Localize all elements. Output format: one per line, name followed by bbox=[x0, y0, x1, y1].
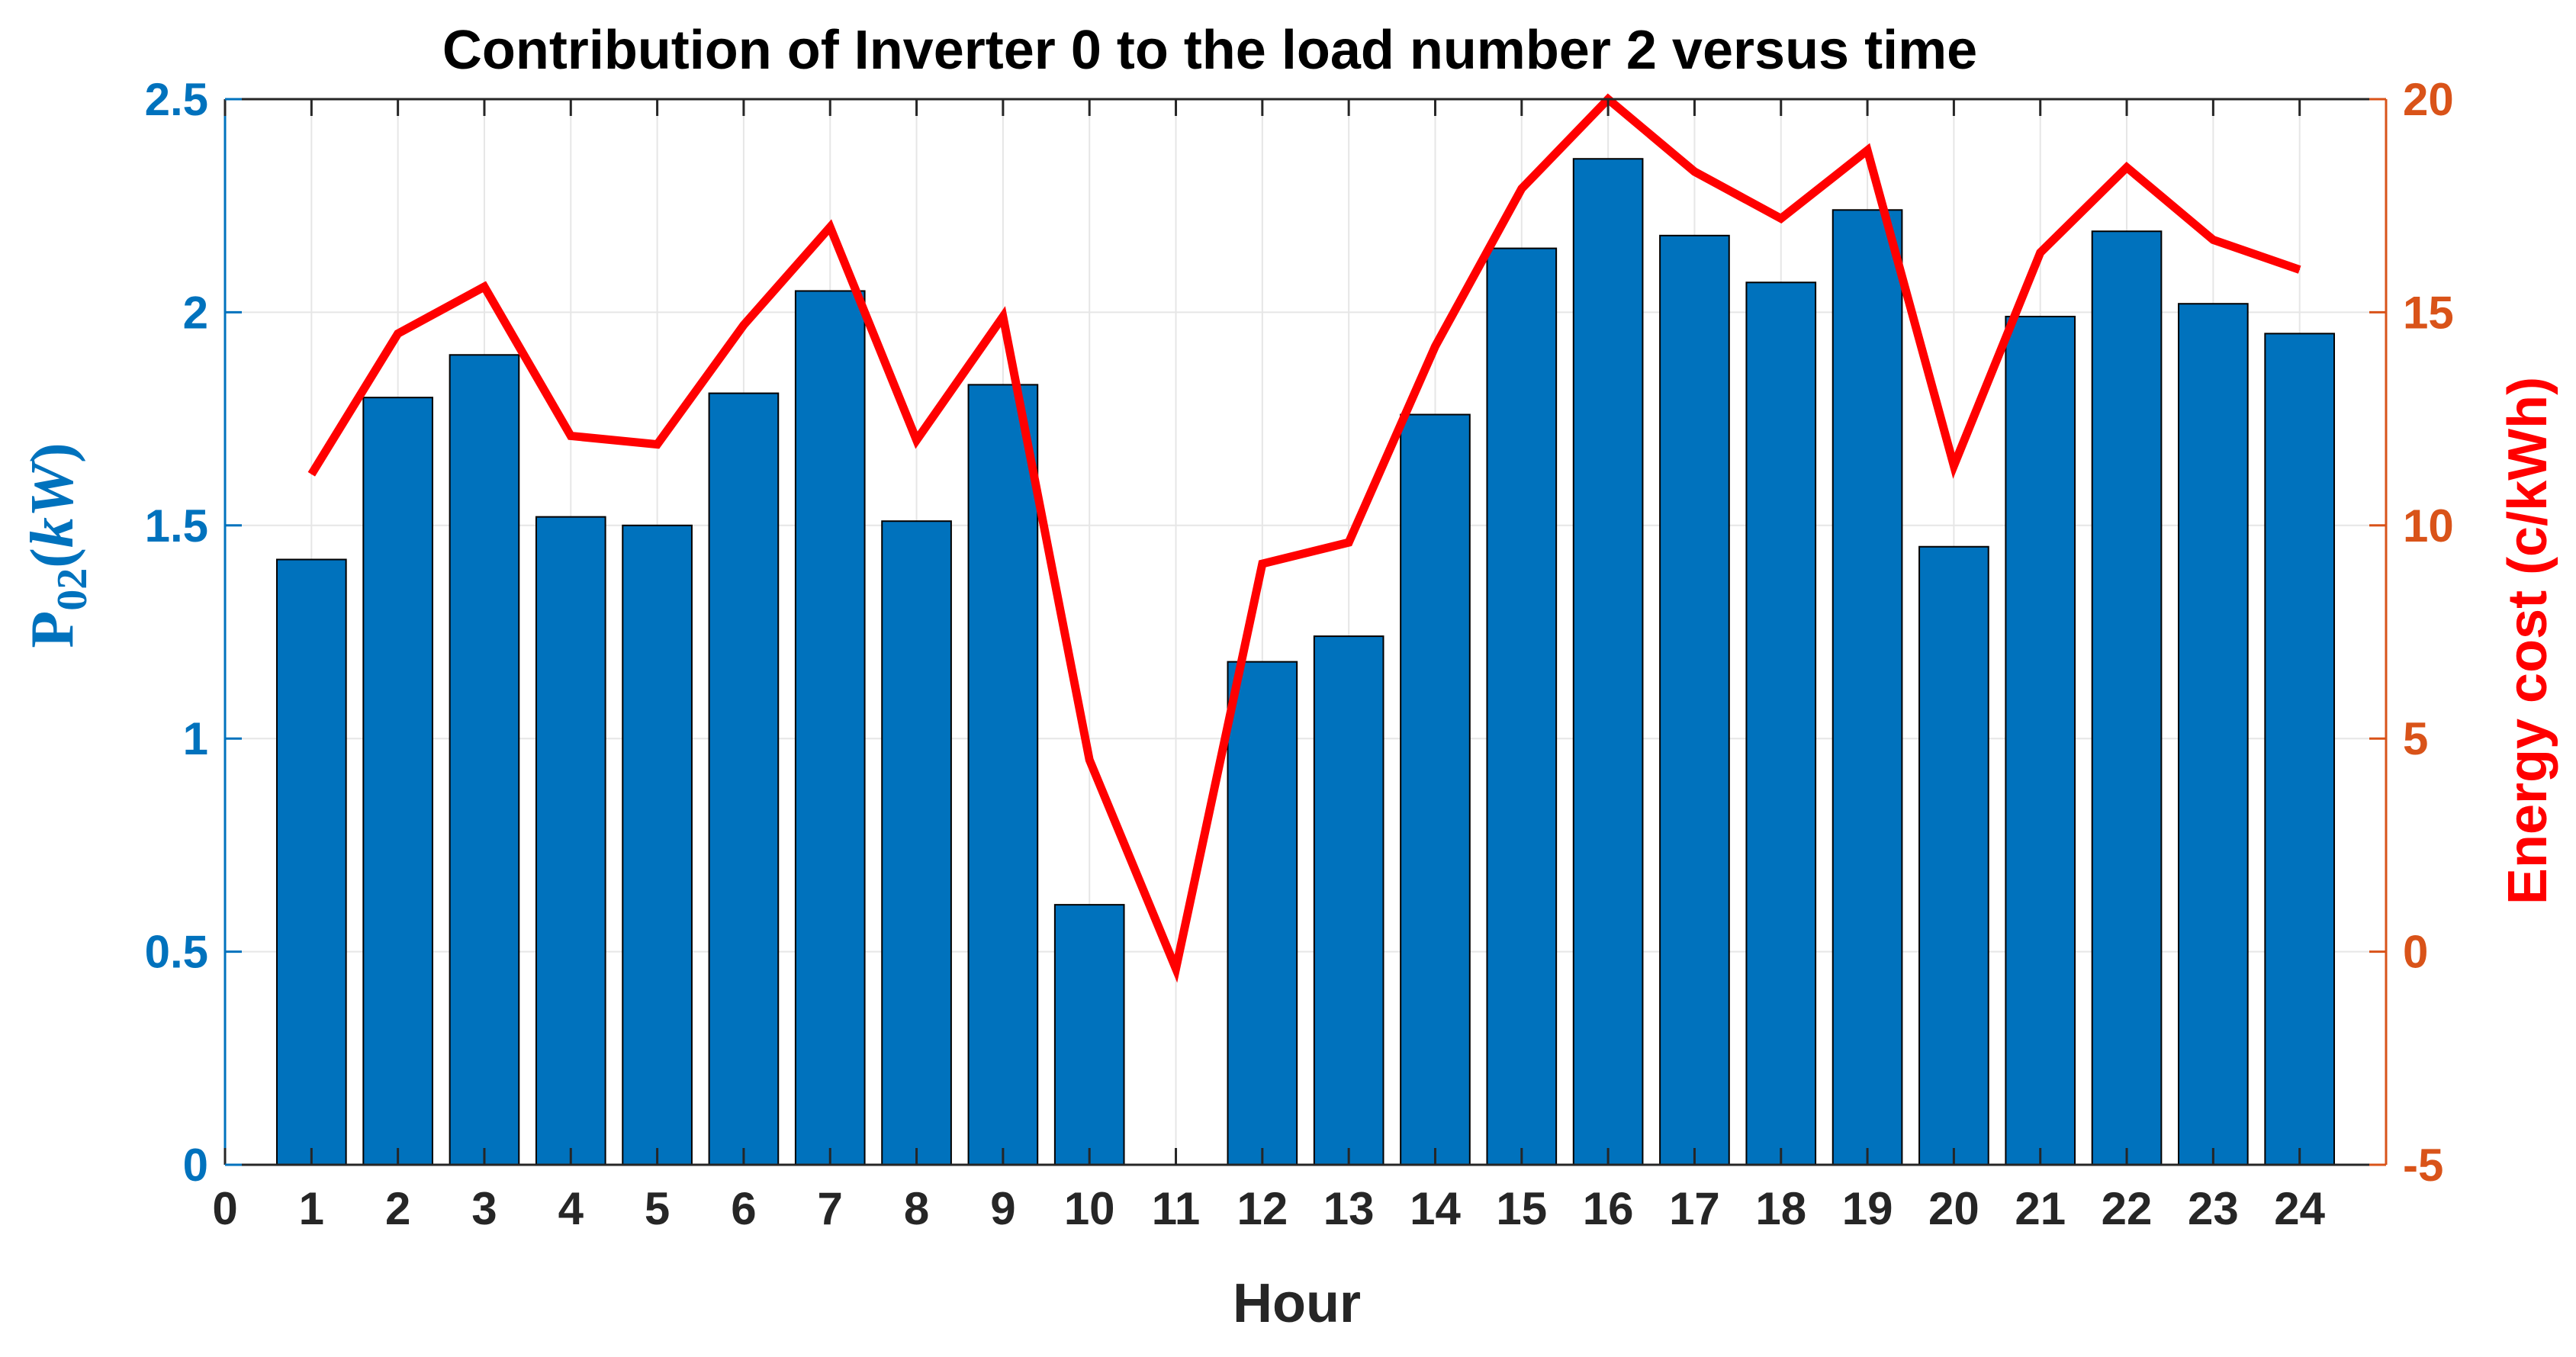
y-right-tick-label: 10 bbox=[2403, 500, 2454, 551]
y-label-subscript: 02 bbox=[49, 568, 96, 611]
energy-cost-point-24 bbox=[2299, 269, 2301, 271]
x-tick-label: 6 bbox=[731, 1183, 756, 1234]
x-tick-label: 18 bbox=[1755, 1183, 1806, 1234]
energy-cost-point-2 bbox=[397, 333, 399, 334]
bar-hour-14 bbox=[1400, 413, 1471, 1166]
bar-hour-23 bbox=[2178, 303, 2249, 1166]
x-tick-label: 4 bbox=[558, 1183, 584, 1234]
bar-hour-9 bbox=[967, 384, 1039, 1166]
bar-hour-22 bbox=[2091, 230, 2163, 1166]
bar-hour-6 bbox=[708, 392, 780, 1166]
energy-cost-point-18 bbox=[1780, 217, 1782, 219]
x-tick-label: 10 bbox=[1064, 1183, 1115, 1234]
bar-hour-16 bbox=[1572, 158, 1644, 1166]
x-tick-label: 12 bbox=[1237, 1183, 1288, 1234]
bar-hour-8 bbox=[881, 520, 952, 1166]
bar-hour-13 bbox=[1313, 635, 1384, 1166]
bar-hour-10 bbox=[1053, 904, 1125, 1166]
y-label-close-paren: ) bbox=[19, 442, 86, 463]
x-tick-label: 16 bbox=[1583, 1183, 1634, 1234]
bar-hour-17 bbox=[1659, 234, 1730, 1166]
energy-cost-point-5 bbox=[657, 444, 658, 445]
chart-title: Contribution of Inverter 0 to the load n… bbox=[442, 20, 1977, 81]
x-axis-label: Hour bbox=[1233, 1273, 1361, 1334]
y-right-tick-label: -5 bbox=[2403, 1140, 2443, 1191]
x-tick-label: 21 bbox=[2015, 1183, 2066, 1234]
y-right-tick-label: 5 bbox=[2403, 713, 2428, 764]
x-tick-label: 22 bbox=[2102, 1183, 2153, 1234]
y-label-open-paren: ( bbox=[19, 548, 86, 568]
bar-hour-21 bbox=[2005, 315, 2076, 1166]
bar-hour-24 bbox=[2264, 333, 2336, 1166]
bar-hour-7 bbox=[794, 290, 866, 1166]
x-tick-label: 19 bbox=[1842, 1183, 1893, 1234]
y-label-prefix: P bbox=[19, 611, 86, 648]
tick-labels: 0 1 2 3 4 5 6 7 8 9 10 11 12 13 14 15 16 17 18 19 20 21 22 23 24… bbox=[145, 74, 2454, 1234]
y-left-tick-label: 0 bbox=[183, 1140, 208, 1191]
bar-series bbox=[275, 158, 2336, 1166]
x-tick-label: 9 bbox=[990, 1183, 1015, 1234]
x-tick-label: 23 bbox=[2188, 1183, 2239, 1234]
bar-hour-12 bbox=[1227, 661, 1298, 1166]
energy-cost-point-14 bbox=[1434, 346, 1436, 347]
bar-hour-5 bbox=[622, 524, 693, 1166]
y-left-tick-label: 1.5 bbox=[145, 500, 208, 551]
x-tick-label: 14 bbox=[1410, 1183, 1461, 1234]
x-tick-label: 0 bbox=[212, 1183, 237, 1234]
y-axis-label-right: Energy cost (c/kWh) bbox=[2497, 377, 2558, 905]
bar-hour-18 bbox=[1745, 281, 1817, 1166]
x-tick-label: 7 bbox=[818, 1183, 843, 1234]
x-tick-label: 13 bbox=[1323, 1183, 1375, 1234]
y-right-tick-label: 0 bbox=[2403, 927, 2428, 978]
energy-cost-point-17 bbox=[1693, 171, 1695, 172]
bar-hour-15 bbox=[1486, 247, 1558, 1166]
energy-cost-point-11 bbox=[1175, 968, 1177, 970]
bar-hour-4 bbox=[535, 516, 606, 1166]
x-tick-label: 20 bbox=[1928, 1183, 1979, 1234]
x-tick-label: 1 bbox=[299, 1183, 324, 1234]
x-tick-label: 11 bbox=[1152, 1183, 1200, 1234]
energy-cost-point-21 bbox=[2040, 252, 2041, 253]
x-tick-label: 3 bbox=[471, 1183, 497, 1234]
line-series bbox=[307, 93, 2301, 983]
energy-cost-point-15 bbox=[1521, 188, 1523, 189]
bar-hour-1 bbox=[275, 558, 347, 1166]
bar-hour-3 bbox=[449, 354, 520, 1166]
x-tick-label: 17 bbox=[1669, 1183, 1720, 1234]
bar-hour-20 bbox=[1918, 545, 1989, 1166]
axes bbox=[224, 98, 2388, 1166]
x-tick-label: 24 bbox=[2274, 1183, 2325, 1234]
y-left-tick-label: 0.5 bbox=[145, 927, 208, 978]
bar-hour-19 bbox=[1832, 209, 1903, 1166]
y-right-tick-label: 15 bbox=[2403, 287, 2454, 338]
y-label-unit: kW bbox=[19, 459, 86, 548]
y-left-tick-label: 2 bbox=[183, 287, 208, 338]
energy-cost-point-19 bbox=[1867, 150, 1868, 151]
x-tick-label: 5 bbox=[645, 1183, 670, 1234]
y-axis-label-left: P02(kW) bbox=[19, 442, 96, 648]
energy-cost-point-8 bbox=[916, 439, 918, 441]
y-left-tick-label: 2.5 bbox=[145, 74, 208, 125]
x-tick-label: 2 bbox=[385, 1183, 410, 1234]
y-right-tick-label: 20 bbox=[2403, 74, 2454, 125]
x-tick-label: 15 bbox=[1496, 1183, 1547, 1234]
x-tick-label: 8 bbox=[904, 1183, 929, 1234]
bar-hour-2 bbox=[362, 397, 433, 1166]
y-left-tick-label: 1 bbox=[183, 713, 208, 764]
energy-cost-point-6 bbox=[743, 324, 744, 326]
energy-cost-point-9 bbox=[1002, 316, 1004, 317]
energy-cost-line bbox=[307, 93, 2301, 983]
